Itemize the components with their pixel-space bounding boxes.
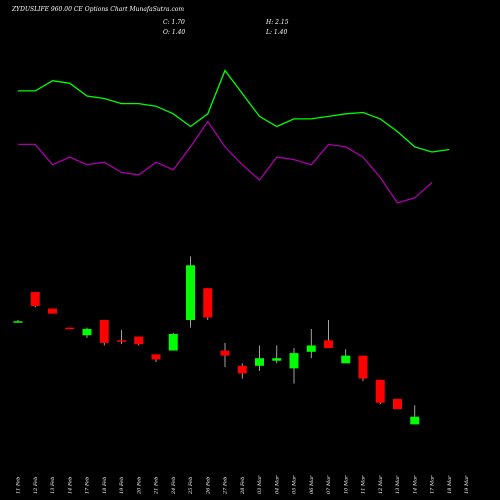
candle-body-up [82, 328, 92, 336]
x-tick-label: 18 Mar [447, 475, 453, 494]
x-tick-label: 11 Mar [361, 475, 367, 494]
candle [375, 379, 385, 404]
lower-band-line [18, 120, 433, 204]
chart-title: ZYDUSLIFE 960.00 CE Options Chart Munafa… [12, 6, 185, 13]
x-tick-label: 26 Feb [205, 477, 211, 495]
x-tick-label: 20 Feb [136, 477, 142, 495]
candle-body-down [237, 365, 247, 374]
x-tick-label: 27 Feb [223, 477, 229, 495]
candle [341, 349, 351, 364]
x-tick-label: 11 Feb [16, 477, 22, 494]
candle-body-up [306, 345, 316, 352]
candle-body-down [65, 327, 75, 330]
candle [289, 348, 299, 384]
x-tick-label: 17 Mar [430, 475, 436, 494]
candle [306, 328, 316, 359]
x-tick-label: 10 Mar [343, 475, 349, 494]
candle [82, 327, 92, 338]
candle [220, 342, 230, 368]
candle [324, 320, 333, 348]
x-tick-label: 03 Mar [257, 475, 263, 494]
candle-body-down [30, 292, 40, 306]
candle-body-down [393, 398, 402, 410]
candle [410, 405, 420, 425]
x-tick-label: 06 Mar [309, 475, 315, 494]
candle [151, 354, 161, 362]
candle [358, 355, 368, 382]
x-tick-label: 19 Mar [464, 475, 470, 494]
high-value: H: 2.15 [266, 19, 289, 26]
x-tick-label: 19 Feb [119, 477, 125, 494]
candle-body-down [358, 355, 368, 379]
low-value: L: 1.40 [266, 29, 288, 36]
x-tick-label: 14 Feb [67, 477, 73, 494]
candle-body-down [151, 354, 161, 360]
candle-body-up [272, 358, 282, 361]
candle [255, 345, 264, 371]
candle [203, 288, 213, 320]
x-tick-label: 21 Feb [154, 477, 160, 495]
candle [393, 398, 402, 410]
x-tick-label: 04 Mar [274, 475, 280, 494]
candle [272, 345, 282, 364]
x-tick-label: 28 Feb [240, 477, 246, 495]
candle [65, 327, 75, 330]
candle-body-up [168, 334, 178, 351]
x-tick-label: 18 Feb [102, 477, 108, 494]
candle-body-up [289, 353, 299, 369]
candle [117, 330, 126, 345]
x-tick-label: 14 Mar [412, 475, 418, 494]
x-tick-label: 13 Feb [50, 477, 56, 494]
candle [99, 320, 109, 346]
candle [134, 336, 144, 346]
candle [48, 308, 57, 314]
candle-body-up [341, 355, 351, 364]
candle-body-up [255, 358, 264, 366]
x-tick-label: 07 Mar [326, 475, 332, 494]
x-tick-label: 24 Feb [171, 477, 177, 495]
candle-body-down [134, 336, 144, 345]
candle-body-up [186, 265, 195, 320]
x-tick-label: 05 Mar [292, 475, 298, 494]
candle-body-down [48, 308, 57, 314]
x-tick-label: 12 Feb [33, 477, 39, 494]
candle-body-down [375, 379, 385, 403]
candle-body-down [99, 320, 109, 343]
x-tick-label: 17 Feb [85, 477, 91, 494]
candle [30, 292, 40, 308]
candle-body-down [324, 340, 333, 348]
x-tick-label: 25 Feb [188, 477, 194, 495]
candle [13, 320, 23, 323]
candle-body-down [203, 288, 213, 318]
x-axis-labels: 11 Feb 12 Feb 13 Feb 14 Feb 17 Feb 18 Feb 19 F… [16, 475, 471, 495]
candle-body-up [13, 321, 23, 323]
candle [237, 363, 247, 379]
candles-layer [13, 256, 420, 425]
x-tick-label: 12 Mar [378, 475, 384, 494]
open-value: O: 1.40 [163, 29, 186, 36]
bands-layer [18, 69, 450, 204]
close-value: C: 1.70 [163, 19, 185, 26]
x-tick-label: 13 Mar [395, 475, 401, 494]
upper-band-line [18, 69, 450, 153]
candle [168, 332, 178, 351]
candle-body-up [410, 416, 420, 425]
candle-body-down [117, 340, 126, 342]
candle-body-down [220, 350, 230, 356]
candle [186, 256, 195, 328]
